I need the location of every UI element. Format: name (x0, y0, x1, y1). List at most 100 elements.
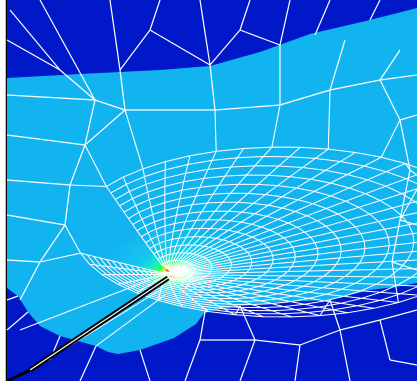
mesh-line (168, 155, 191, 273)
mesh-line (139, 349, 151, 381)
mesh-line (239, 29, 281, 46)
mesh-line (399, 219, 417, 226)
mesh-line (171, 271, 264, 318)
mesh-line (199, 0, 211, 66)
mesh-line (339, 319, 381, 331)
mesh-line (171, 212, 417, 273)
mesh-line (171, 250, 417, 273)
mesh-line (294, 344, 301, 381)
mesh-line (149, 29, 211, 66)
mesh-line (170, 151, 217, 273)
mesh-line (171, 271, 348, 314)
mesh-line (399, 119, 411, 171)
mesh-line (204, 310, 209, 313)
mesh-line (199, 311, 206, 341)
mesh-line (391, 261, 399, 303)
mesh-line (171, 271, 399, 303)
mesh-line (319, 299, 331, 316)
mesh-line (89, 263, 173, 274)
mesh-line (327, 89, 331, 150)
mesh-line (105, 186, 173, 273)
left-margin (0, 0, 6, 381)
mesh-line (399, 114, 417, 121)
mesh-line (94, 99, 126, 111)
mesh-line (6, 39, 61, 71)
mesh-line (171, 271, 417, 278)
mesh-line (93, 165, 417, 312)
mesh-line (84, 144, 107, 187)
mesh-line (171, 146, 273, 273)
mesh-line (209, 64, 216, 111)
mesh-line (19, 279, 151, 331)
mesh-line (279, 0, 291, 46)
mesh-line (122, 176, 173, 273)
mesh-line (391, 219, 401, 263)
mesh-line (84, 99, 96, 146)
mesh-line (171, 156, 382, 273)
mesh-line (379, 319, 391, 361)
mesh-line (171, 241, 417, 273)
mesh-line (171, 271, 292, 318)
mesh-line (9, 9, 61, 71)
mesh-line (6, 311, 29, 331)
mesh-line (171, 222, 417, 273)
mesh-line (171, 152, 356, 273)
mesh-line (167, 271, 183, 307)
mesh-line (379, 74, 417, 81)
mesh-line (184, 339, 201, 381)
mesh-line (329, 79, 381, 91)
mesh-line (399, 188, 417, 221)
mesh-line (119, 69, 126, 111)
mesh-line (79, 345, 97, 381)
mesh-line (117, 271, 173, 285)
mesh-line (119, 29, 151, 71)
mesh-line (69, 184, 107, 188)
mesh-line (171, 271, 417, 287)
mesh-line (6, 259, 41, 263)
mesh-line (239, 0, 251, 31)
mesh-line (80, 252, 173, 273)
mesh-line (6, 94, 96, 101)
mesh-line (86, 155, 417, 315)
mesh-line (6, 214, 66, 226)
mesh-line (109, 0, 121, 71)
mesh-line (80, 146, 417, 318)
mesh-line (171, 271, 236, 316)
mesh-line (95, 294, 166, 347)
crack (7, 275, 170, 381)
mesh-line (339, 329, 351, 381)
mesh-line (329, 39, 346, 91)
mesh-line (271, 104, 281, 148)
mesh-line (102, 271, 173, 276)
mesh-line (39, 224, 66, 263)
mesh-line (6, 134, 86, 146)
mesh-line (379, 309, 417, 321)
mesh-line (404, 163, 411, 171)
mesh-line (209, 29, 241, 66)
mesh-line (171, 268, 417, 275)
mesh-line (169, 271, 209, 312)
mesh-line (391, 261, 417, 271)
mesh-line (380, 119, 401, 158)
mesh-line (299, 329, 341, 346)
mesh-line (171, 174, 417, 273)
mesh-line (124, 109, 144, 169)
mesh-line (171, 271, 321, 317)
mesh-line (39, 252, 81, 263)
mesh-line (136, 271, 173, 294)
mesh-line (279, 89, 331, 106)
mesh-line (84, 109, 126, 146)
mesh-line (171, 259, 417, 274)
mesh-lines (6, 0, 417, 381)
mesh-line (171, 146, 301, 273)
mesh-line (39, 0, 96, 101)
mesh-line (6, 295, 19, 301)
mesh-line (234, 305, 241, 316)
mesh-line (171, 148, 329, 273)
mesh-line (6, 179, 71, 186)
mesh-line (379, 49, 401, 81)
mesh-line (409, 169, 417, 176)
mesh-line (171, 188, 417, 273)
